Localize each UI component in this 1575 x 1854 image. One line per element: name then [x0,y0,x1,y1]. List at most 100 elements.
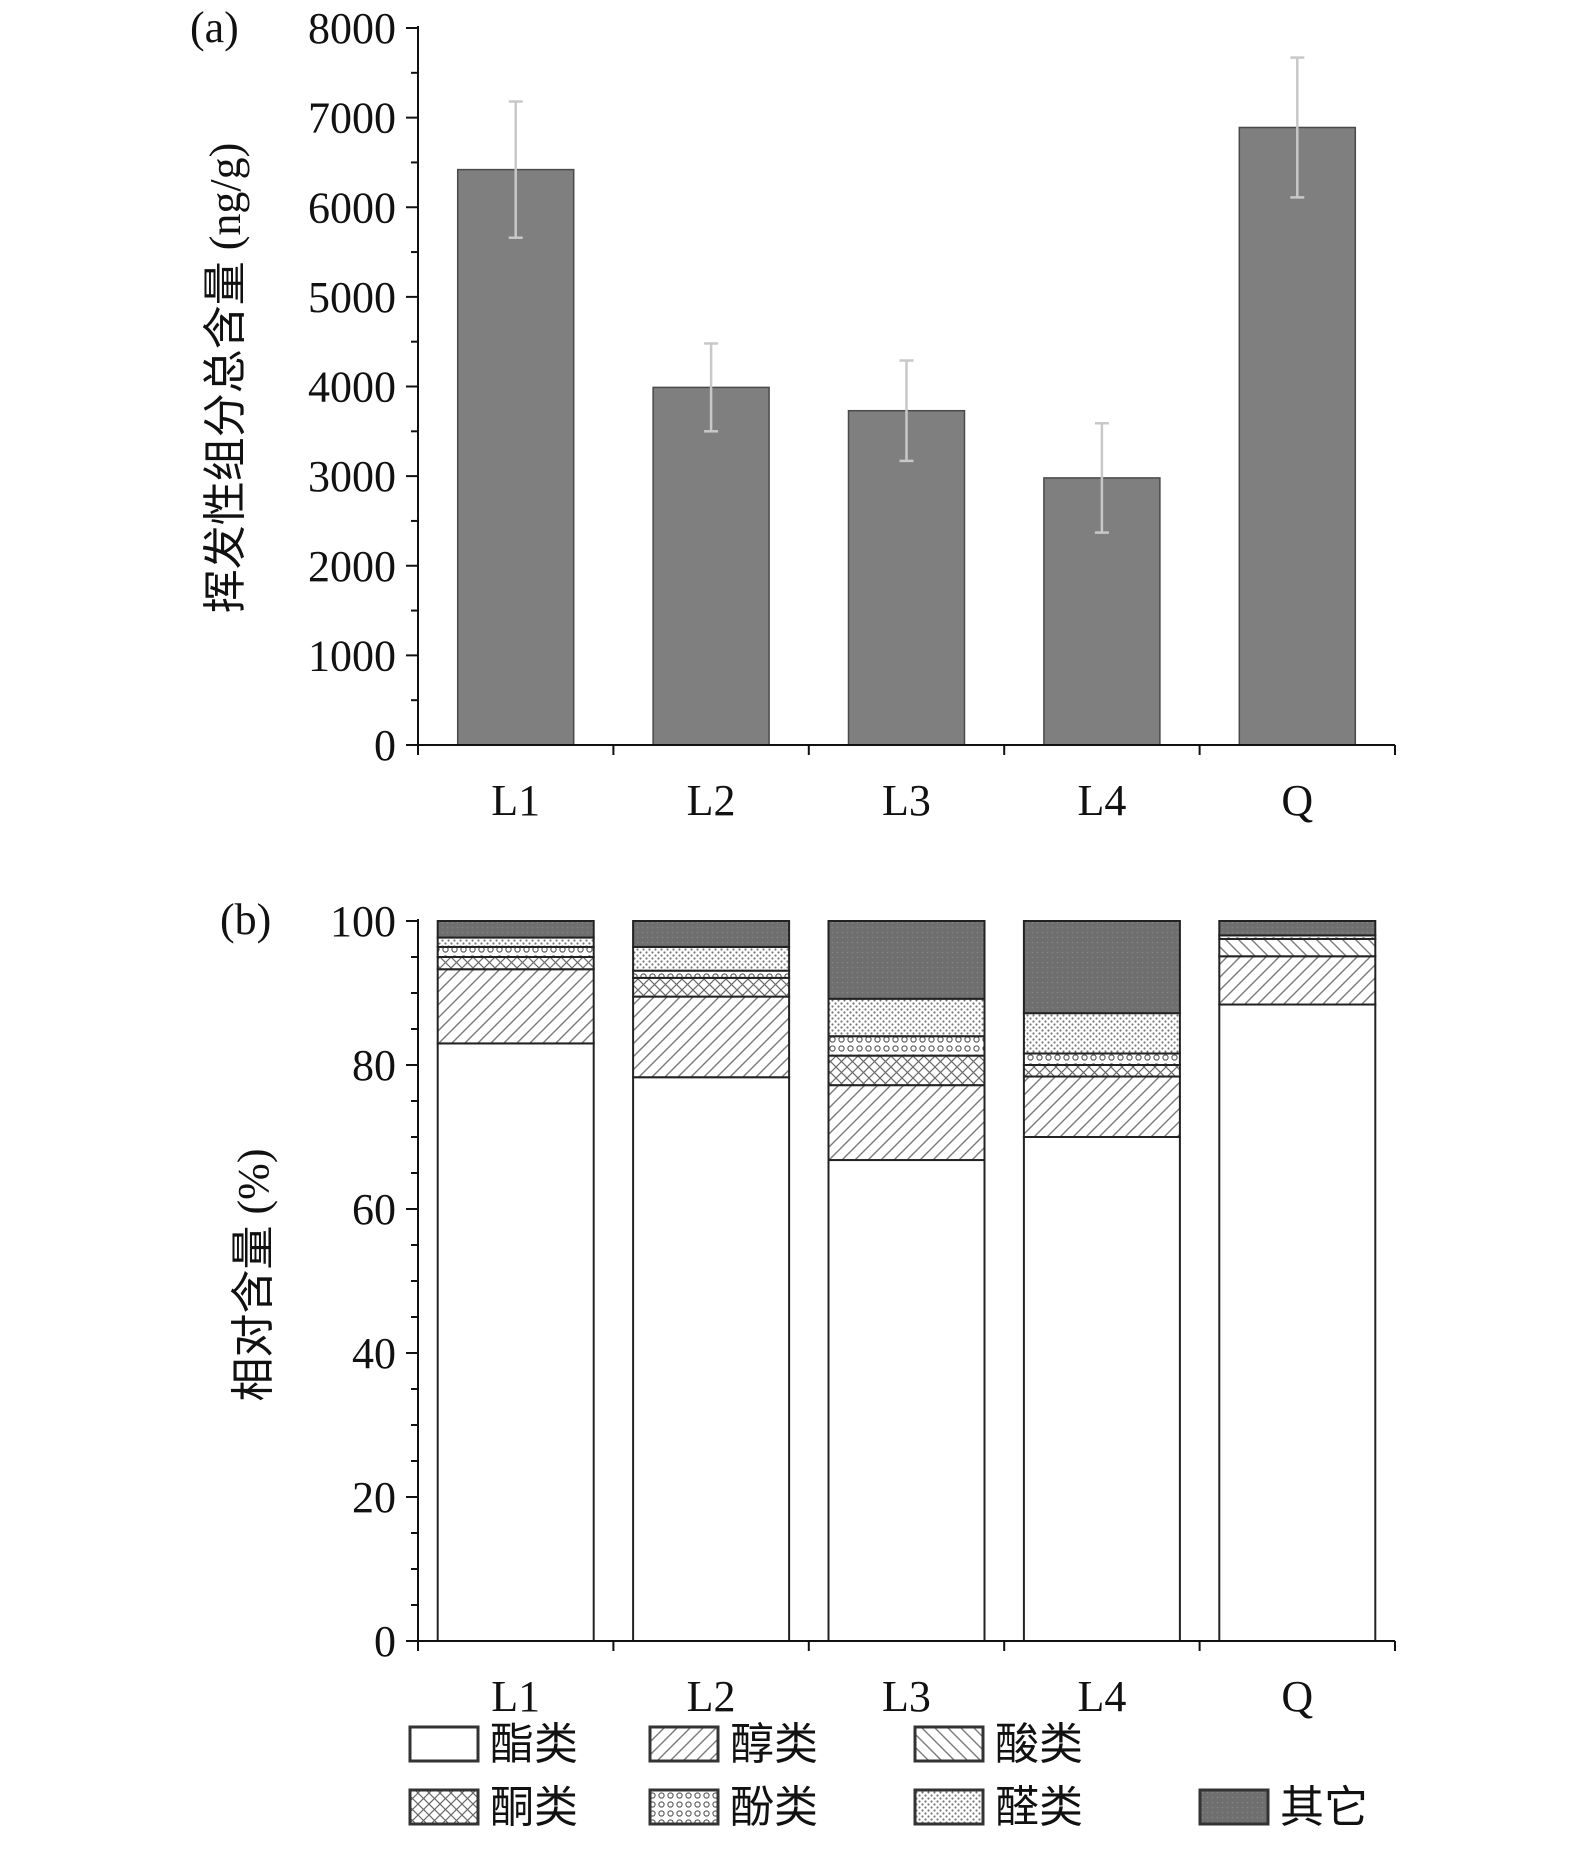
panel-b-y-tick-labels: 0 20 40 60 80 100 [330,897,396,1666]
panel-a-total-content-chart: (a) 挥发性组分总含量 (ng/g) 0 1000 2000 3000 4000 500… [190,3,1396,825]
error-bar-L1 [508,100,523,239]
stacked-bar-L4 [1022,920,1181,1642]
error-bar-Q [1290,56,1305,199]
panel-b-axes [406,919,1396,1651]
panel-a-bars [456,126,1357,746]
segment-L1-酚类 [436,945,595,958]
legend-item-酮类: 酮类 [408,1783,578,1832]
x-tick-label-Q: Q [1281,1672,1313,1721]
segment-L1-酮类 [436,956,595,971]
error-bar-L3 [899,359,914,463]
legend-item-酯类: 酯类 [408,1720,578,1769]
panel-b-label: (b) [220,895,271,944]
segment-L3-醛类 [827,997,986,1038]
legend-swatch [913,1725,985,1763]
segment-L2-醛类 [632,945,791,972]
legend-swatch [408,1725,480,1763]
y-tick-label: 0 [374,721,396,770]
segment-L3-酚类 [827,1035,986,1057]
legend-item-其它: 其它 [1198,1783,1368,1832]
segment-L1-醇类 [436,968,595,1045]
segment-L3-酯类 [827,1159,986,1643]
panel-a-x-tick-labels: L1 L2 L3 L4 Q [491,776,1313,825]
x-tick-label-L4: L4 [1077,1672,1126,1721]
legend-swatch [648,1725,720,1763]
error-bar-L4 [1094,421,1109,534]
y-tick-label: 80 [352,1041,396,1090]
stacked-bar-Q [1218,920,1377,1642]
panel-a-y-tick-labels: 0 1000 2000 3000 4000 5000 6000 7000 8000 [308,4,396,770]
y-tick-label: 20 [352,1473,396,1522]
panel-b-x-tick-labels: L1 L2 L3 L4 Q [491,1672,1313,1721]
legend-swatch [408,1788,480,1826]
y-tick-label: 7000 [308,94,396,143]
y-tick-label: 40 [352,1329,396,1378]
segment-L1-其它 [436,920,595,939]
y-tick-label: 0 [374,1617,396,1666]
bar-L2 [652,386,770,746]
x-tick-label-Q: Q [1281,776,1313,825]
x-tick-label-L4: L4 [1077,776,1126,825]
segment-Q-酯类 [1218,1003,1377,1642]
y-tick-label: 2000 [308,542,396,591]
y-tick-label: 60 [352,1185,396,1234]
segment-L2-其它 [632,920,791,948]
legend-label: 酮类 [490,1783,578,1832]
segment-L4-醇类 [1022,1075,1181,1139]
legend-item-酚类: 酚类 [648,1783,818,1832]
legend-swatch [648,1788,720,1826]
legend-label: 醛类 [995,1783,1083,1832]
stacked-bar-L1 [436,920,595,1642]
legend-swatch [913,1788,985,1826]
legend-item-醛类: 醛类 [913,1783,1083,1832]
x-tick-label-L2: L2 [687,776,736,825]
bar-Q [1238,126,1357,746]
bar-L1 [456,168,575,746]
panel-b-relative-content-chart: (b) 相对含量 (%) 0 20 40 60 80 100 L1 L2 L3 L4 Q [220,895,1396,1721]
legend-label: 酯类 [490,1720,578,1769]
legend-label: 酚类 [730,1783,818,1832]
segment-L4-酮类 [1022,1064,1181,1078]
segment-L4-酚类 [1022,1052,1181,1066]
legend-swatch [1198,1788,1270,1826]
segment-L4-醛类 [1022,1012,1181,1055]
segment-Q-其它 [1218,920,1377,937]
y-tick-label: 100 [330,897,396,946]
segment-L3-醇类 [827,1084,986,1162]
stacked-bar-L3 [827,920,986,1643]
segment-Q-醇类 [1218,955,1377,1006]
segment-L4-其它 [1022,920,1181,1015]
legend-label: 酸类 [995,1720,1083,1769]
y-tick-label: 8000 [308,4,396,53]
panel-b-stacked-bars [436,920,1377,1643]
panel-b-y-axis-label: 相对含量 (%) [229,1149,278,1402]
x-tick-label-L3: L3 [882,776,931,825]
segment-L1-醛类 [436,936,595,948]
legend-item-醇类: 醇类 [648,1720,818,1769]
y-tick-label: 3000 [308,452,396,501]
panel-a-label: (a) [190,3,239,52]
x-tick-label-L2: L2 [687,1672,736,1721]
segment-L3-其它 [827,920,986,1000]
y-tick-label: 4000 [308,363,396,412]
x-tick-label-L1: L1 [491,1672,540,1721]
segment-L2-醇类 [632,995,791,1079]
error-bar-L2 [704,342,719,433]
segment-L2-酯类 [632,1076,791,1642]
segment-Q-酸类 [1218,938,1377,958]
x-tick-label-L3: L3 [882,1672,931,1721]
stacked-bar-L2 [632,920,791,1642]
panel-a-y-axis-label: 挥发性组分总含量 (ng/g) [201,143,250,614]
segment-L2-酮类 [632,976,791,998]
y-tick-label: 1000 [308,631,396,680]
legend-label: 醇类 [730,1720,818,1769]
segment-L2-酚类 [632,969,791,979]
panel-a-error-bars [508,56,1305,534]
y-tick-label: 6000 [308,183,396,232]
segment-L4-酯类 [1022,1136,1181,1642]
x-tick-label-L1: L1 [491,776,540,825]
panel-a-axes [406,26,1396,755]
legend-item-酸类: 酸类 [913,1720,1083,1769]
